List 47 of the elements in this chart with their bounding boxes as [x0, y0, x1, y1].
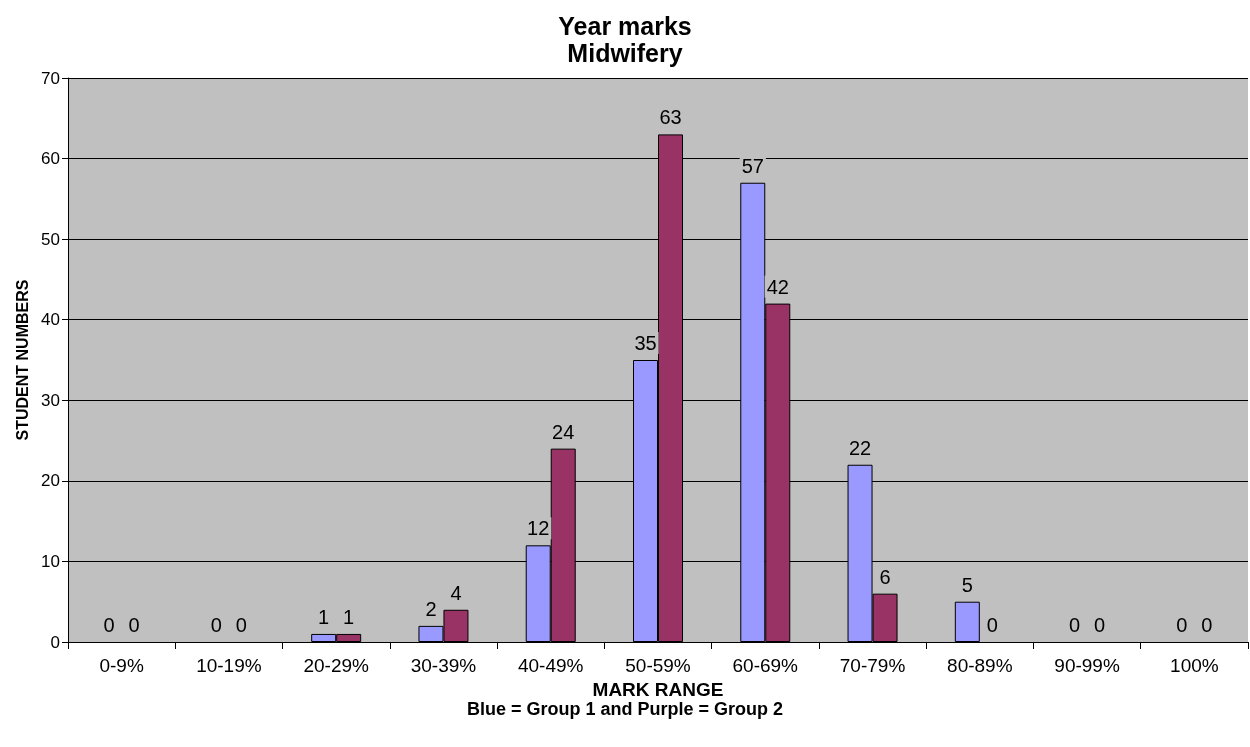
data-label: 2: [425, 597, 437, 620]
data-label: 0: [1069, 614, 1081, 636]
data-label: 0: [1176, 614, 1188, 636]
y-tick-label: 40: [41, 310, 60, 330]
data-label: 42: [766, 275, 789, 298]
data-label: 1: [318, 605, 330, 628]
data-label: 35: [634, 332, 657, 354]
data-label: 1: [343, 605, 355, 628]
x-tick-label: 70-79%: [839, 655, 906, 676]
x-tick-label: 10-19%: [196, 655, 262, 676]
data-label: 0: [1201, 614, 1213, 636]
x-tick-label: 100%: [1170, 655, 1219, 676]
x-tick-label: 0-9%: [99, 655, 144, 676]
data-label: 5: [961, 573, 973, 596]
x-tick-label: 50-59%: [625, 655, 691, 676]
data-label: 0: [103, 614, 115, 636]
y-tick-label: 50: [41, 229, 60, 249]
data-label: 4: [450, 581, 462, 604]
data-label: 6: [879, 565, 891, 588]
data-label: 0: [128, 614, 140, 636]
bar: [954, 601, 980, 642]
text: Blue = Group 1 and Purple = Group 2: [466, 699, 784, 719]
data-label: 63: [659, 106, 682, 129]
y-tick-label: 70: [41, 68, 60, 88]
y-tick-label: 20: [41, 471, 60, 491]
data-label: 57: [741, 154, 764, 177]
y-tick-label: 30: [41, 390, 60, 410]
chart-title: Year marks: [558, 11, 692, 40]
y-axis-title: STUDENT NUMBERS: [13, 279, 31, 441]
x-tick-label: 40-49%: [517, 655, 584, 676]
data-label: 22: [848, 436, 872, 459]
x-tick-label: 80-89%: [947, 655, 1013, 676]
y-tick-label: 0: [50, 632, 60, 652]
x-tick-label: 20-29%: [303, 655, 370, 676]
x-tick-label: 90-99%: [1054, 655, 1120, 676]
data-label: 24: [552, 420, 575, 443]
data-label: 0: [1094, 614, 1106, 636]
data-label: 12: [527, 517, 550, 540]
x-tick-label: 60-69%: [732, 655, 799, 676]
x-tick-label: 30-39%: [410, 655, 477, 676]
data-label: 0: [235, 614, 247, 636]
y-tick-label: 60: [41, 149, 60, 169]
chart-subtitle: Midwifery: [567, 38, 683, 67]
data-label: 0: [210, 614, 222, 636]
data-label: 0: [986, 614, 998, 636]
y-tick-label: 10: [41, 551, 60, 571]
x-axis-title: MARK RANGE: [592, 678, 724, 700]
